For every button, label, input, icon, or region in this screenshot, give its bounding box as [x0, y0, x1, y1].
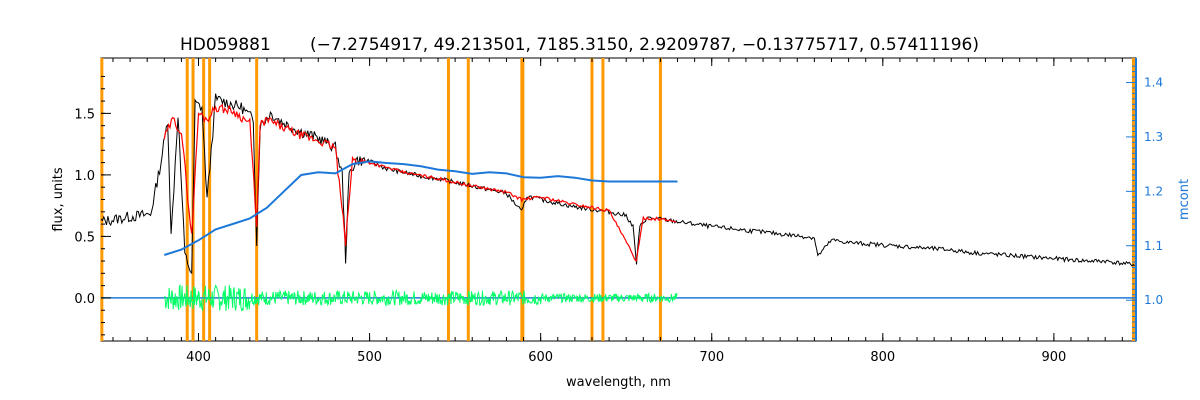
- x-tick-label: 900: [1041, 350, 1066, 365]
- y2-tick-label: 1.3: [1144, 130, 1163, 144]
- y2-tick-label: 1.2: [1144, 184, 1163, 198]
- x-tick-label: 700: [699, 350, 724, 365]
- x-tick-label: 600: [528, 350, 553, 365]
- x-tick-label: 500: [357, 350, 382, 365]
- y-tick-label: 0.0: [74, 292, 95, 307]
- x-tick-label: 800: [870, 350, 895, 365]
- y2-tick-label: 1.1: [1144, 239, 1163, 253]
- continuum-series: [163, 160, 678, 256]
- x-axis-label: wavelength, nm: [566, 375, 671, 390]
- residual-series: [163, 283, 678, 312]
- y2-axis-label: mcont: [1177, 179, 1192, 220]
- y-tick-label: 0.5: [74, 230, 95, 245]
- series-layer: [100, 93, 1136, 312]
- y-axis-label: flux, units: [51, 167, 66, 232]
- y2-tick-label: 1.0: [1144, 293, 1163, 307]
- model-series: [163, 103, 677, 262]
- observed-series: [100, 93, 1135, 275]
- y-tick-label: 1.0: [74, 169, 95, 184]
- chart-title-id: HD059881: [180, 35, 271, 55]
- x-tick-label: 400: [186, 350, 211, 365]
- chart-title-params: (−7.2754917, 49.213501, 7185.3150, 2.920…: [310, 35, 979, 55]
- y2-tick-label: 1.4: [1144, 75, 1163, 89]
- axes-layer: 400 500 600 700 800 900 0.0 0.5 1.0 1.5 1.0 1.1 1.2 1…: [74, 58, 1163, 365]
- y-tick-label: 1.5: [74, 107, 95, 122]
